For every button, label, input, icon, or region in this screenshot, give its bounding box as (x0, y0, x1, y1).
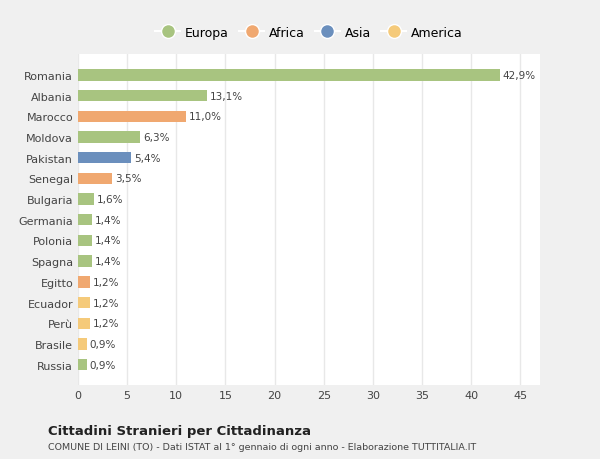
Bar (78, 70, 500, 81)
Text: 11,0%: 11,0% (189, 112, 222, 122)
Text: 1,6%: 1,6% (97, 195, 123, 205)
Bar (78, 256, 92, 267)
Text: 6,3%: 6,3% (143, 133, 169, 143)
Bar (78, 153, 131, 164)
Text: 0,9%: 0,9% (90, 339, 116, 349)
Bar (78, 277, 90, 288)
Text: 42,9%: 42,9% (503, 71, 536, 81)
Text: 1,2%: 1,2% (93, 298, 119, 308)
Bar (78, 359, 87, 370)
Legend: Europa, Africa, Asia, America: Europa, Africa, Asia, America (150, 22, 468, 45)
Bar (78, 91, 207, 102)
Bar (78, 235, 92, 246)
Text: COMUNE DI LEINI (TO) - Dati ISTAT al 1° gennaio di ogni anno - Elaborazione TUTT: COMUNE DI LEINI (TO) - Dati ISTAT al 1° … (48, 442, 476, 451)
Bar (78, 318, 90, 329)
Text: 1,4%: 1,4% (95, 236, 121, 246)
Bar (78, 194, 94, 205)
Text: 3,5%: 3,5% (115, 174, 142, 184)
Bar (78, 132, 140, 143)
Text: 1,4%: 1,4% (95, 257, 121, 267)
Text: Cittadini Stranieri per Cittadinanza: Cittadini Stranieri per Cittadinanza (48, 425, 311, 437)
Bar (78, 215, 92, 226)
Text: 13,1%: 13,1% (210, 91, 243, 101)
Bar (78, 339, 87, 350)
Text: 5,4%: 5,4% (134, 153, 161, 163)
Text: 1,4%: 1,4% (95, 215, 121, 225)
Bar (78, 297, 90, 308)
Text: 1,2%: 1,2% (93, 277, 119, 287)
Bar (78, 112, 186, 123)
Text: 1,2%: 1,2% (93, 319, 119, 329)
Text: 0,9%: 0,9% (90, 360, 116, 370)
Bar (78, 174, 112, 185)
